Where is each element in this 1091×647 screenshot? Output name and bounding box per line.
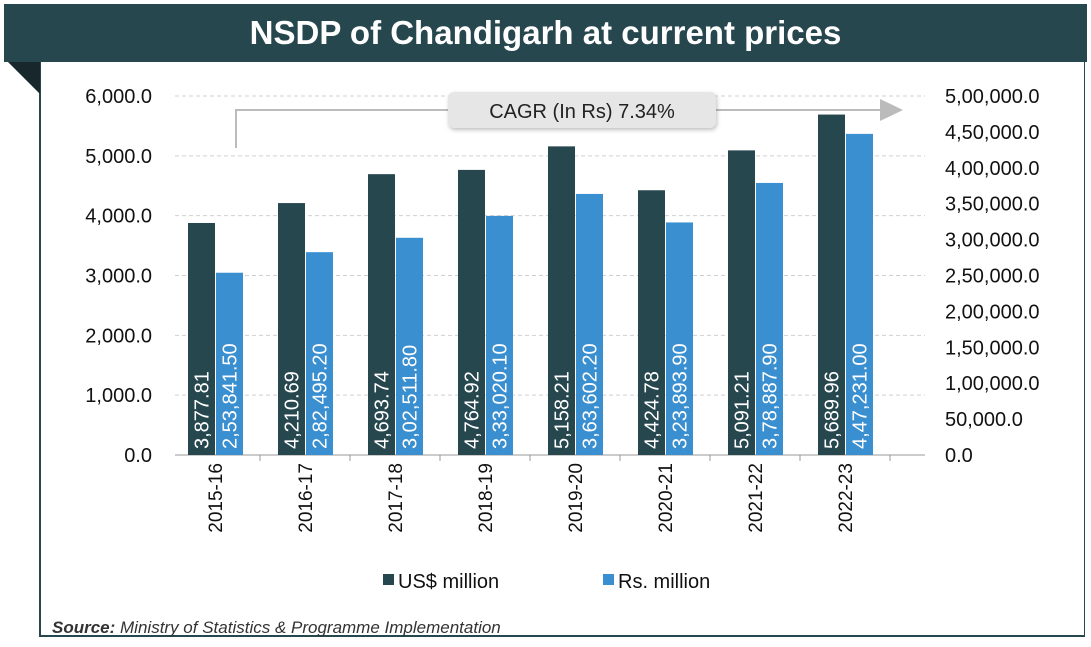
y-right-tick-label: 1,50,000.0: [945, 337, 1040, 359]
legend-swatch: [603, 574, 614, 585]
chart-title: NSDP of Chandigarh at current prices: [4, 4, 1087, 62]
bar-usd: [548, 146, 575, 455]
bar-usd: [818, 114, 845, 456]
bar-usd: [188, 222, 215, 455]
bar-usd: [278, 203, 305, 455]
bar-data-label: 3,33,020.10: [490, 343, 512, 449]
bar-data-label: 3,23,893.90: [670, 343, 692, 449]
y-right-tick-label: 5,00,000.0: [945, 86, 1040, 108]
bar-usd: [638, 190, 665, 455]
y-right-tick-label: 3,50,000.0: [945, 194, 1040, 216]
bar-rs: [216, 272, 243, 455]
bar-data-label: 3,877.81: [192, 371, 214, 449]
bar-usd: [728, 150, 755, 456]
y-left-tick-label: 0.0: [124, 445, 152, 467]
y-right-tick-label: 0.0: [945, 445, 973, 467]
cagr-arrow-head: [880, 99, 903, 121]
bar-data-label: 4,424.78: [642, 371, 664, 449]
bar-data-label: 2,82,495.20: [310, 343, 332, 449]
chart-frame: [39, 62, 1085, 637]
legend-swatch: [383, 574, 394, 585]
y-left-tick-label: 6,000.0: [85, 86, 152, 108]
source-text: Ministry of Statistics & Programme Imple…: [115, 618, 501, 637]
legend-label: US$ million: [398, 571, 499, 593]
bar-data-label: 4,210.69: [282, 371, 304, 449]
bar-rs: [396, 237, 423, 455]
bar-data-label: 3,78,887.90: [760, 343, 782, 449]
bar-rs: [486, 215, 513, 455]
x-tick-label: 2015-16: [206, 463, 227, 533]
x-tick-label: 2016-17: [296, 463, 317, 533]
y-right-tick-label: 4,50,000.0: [945, 122, 1040, 144]
cagr-box: [448, 92, 716, 128]
bar-data-label: 4,693.74: [372, 371, 394, 449]
bar-data-label: 4,764.92: [462, 371, 484, 449]
x-tick-label: 2019-20: [566, 463, 587, 533]
x-tick-label: 2017-18: [386, 463, 407, 533]
x-tick-label: 2021-22: [746, 463, 767, 533]
bar-data-label: 3,02,511.80: [400, 345, 422, 449]
bar-rs: [846, 133, 873, 456]
y-right-tick-label: 3,00,000.0: [945, 230, 1040, 252]
bar-data-label: 3,63,602.20: [580, 343, 602, 449]
bar-rs: [576, 193, 603, 455]
bar-data-label: 5,158.21: [552, 371, 574, 449]
y-left-tick-label: 5,000.0: [85, 146, 152, 168]
bar-data-label: 5,689.96: [822, 371, 844, 449]
bar-rs: [306, 252, 333, 455]
y-left-tick-label: 1,000.0: [85, 385, 152, 407]
source-note: Source: Ministry of Statistics & Program…: [52, 618, 501, 638]
bar-usd: [368, 174, 395, 455]
legend-label: Rs. million: [618, 571, 710, 593]
bar-data-label: 4,47,231.00: [850, 343, 872, 449]
y-right-tick-label: 50,000.0: [945, 409, 1023, 431]
bar-data-label: 5,091.21: [732, 371, 754, 449]
x-tick-label: 2022-23: [836, 463, 857, 533]
bar-data-label: 2,53,841.50: [220, 343, 242, 449]
y-right-tick-label: 2,50,000.0: [945, 266, 1040, 288]
y-left-tick-label: 4,000.0: [85, 206, 152, 228]
x-tick-label: 2020-21: [656, 463, 677, 533]
y-right-tick-label: 1,00,000.0: [945, 373, 1040, 395]
corner-fold: [8, 62, 40, 94]
y-right-tick-label: 4,00,000.0: [945, 158, 1040, 180]
y-left-tick-label: 3,000.0: [85, 266, 152, 288]
source-label: Source:: [52, 618, 116, 637]
bar-rs: [666, 222, 693, 455]
bar-usd: [458, 169, 485, 455]
y-left-tick-label: 2,000.0: [85, 325, 152, 347]
y-right-tick-label: 2,00,000.0: [945, 301, 1040, 323]
cagr-annotation: CAGR (In Rs) 7.34%: [489, 101, 675, 123]
bar-rs: [756, 182, 783, 455]
x-tick-label: 2018-19: [476, 463, 497, 533]
